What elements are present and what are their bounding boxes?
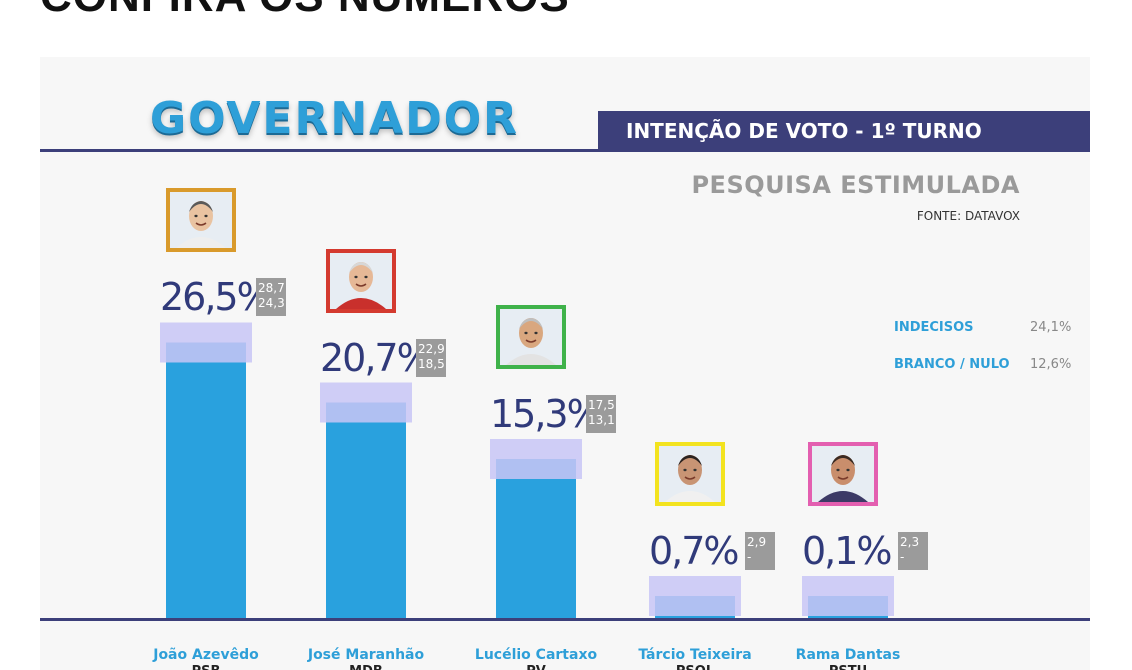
title-divider bbox=[40, 149, 1090, 152]
infographic-panel: GOVERNADOR INTENÇÃO DE VOTO - 1º TURNO P… bbox=[40, 57, 1090, 670]
range-high-4: 2,3 bbox=[900, 535, 920, 549]
bar-1 bbox=[326, 402, 406, 618]
bar-0 bbox=[166, 342, 246, 618]
chart-baseline bbox=[40, 618, 1090, 621]
range-high-1: 22,9 bbox=[418, 341, 445, 356]
range-low-0: 24,3 bbox=[258, 296, 285, 311]
data-label-0: 26,5% bbox=[160, 275, 273, 320]
candidate-photo-3 bbox=[655, 442, 725, 506]
confidence-band-4 bbox=[802, 576, 894, 616]
confidence-band-1 bbox=[320, 382, 412, 423]
candidate-photo-2 bbox=[496, 304, 566, 369]
stat-label-indecisos: INDECISOS bbox=[894, 320, 974, 335]
bar-chart bbox=[160, 322, 894, 618]
error-range-0: 28,7 24,3 bbox=[256, 278, 286, 317]
chart-banner: INTENÇÃO DE VOTO - 1º TURNO bbox=[598, 111, 1090, 151]
error-range-4: 2,3- bbox=[898, 532, 928, 570]
error-range-3: 2,9- bbox=[745, 532, 775, 570]
stat-value-branco-nulo: 12,6% bbox=[1030, 357, 1072, 372]
range-high-0: 28,7 bbox=[258, 281, 285, 296]
party-label-1: MDB bbox=[306, 664, 426, 670]
range-high-2: 17,5 bbox=[588, 397, 615, 412]
category-label-4: Rama Dantas bbox=[795, 647, 901, 663]
category-label-2: Lucélio Cartaxo bbox=[474, 647, 598, 663]
page-headline: CONFIRA OS NÚMEROS bbox=[40, 0, 570, 22]
range-low-2: 13,1 bbox=[588, 412, 615, 427]
category-label-0: João Azevêdo bbox=[153, 647, 259, 663]
data-label-3: 0,7% bbox=[649, 529, 740, 573]
category-label-1: José Maranhão bbox=[307, 647, 425, 663]
range-high-3: 2,9 bbox=[747, 535, 767, 549]
party-label-4: PSTU bbox=[788, 664, 908, 670]
range-low-3: - bbox=[747, 550, 752, 564]
candidate-photo-4 bbox=[808, 442, 878, 506]
data-label-2: 15,3% bbox=[490, 391, 603, 436]
stat-label-branco-nulo: BRANCO / NULO bbox=[894, 357, 1010, 372]
candidate-photo-0 bbox=[166, 188, 236, 253]
party-label-0: PSB bbox=[146, 664, 266, 670]
party-label-2: PV bbox=[476, 664, 596, 670]
range-low-1: 18,5 bbox=[418, 356, 445, 371]
data-label-4: 0,1% bbox=[802, 529, 893, 573]
confidence-band-2 bbox=[490, 438, 582, 479]
range-low-4: - bbox=[900, 550, 905, 564]
bar-2 bbox=[496, 458, 576, 618]
error-range-1: 22,9 18,5 bbox=[416, 338, 446, 377]
chart-subtitle: PESQUISA ESTIMULADA bbox=[691, 171, 1020, 199]
data-label-1: 20,7% bbox=[320, 335, 433, 380]
chart-source: FONTE: DATAVOX bbox=[916, 209, 1020, 223]
party-label-3: PSOL bbox=[635, 664, 755, 670]
confidence-band-3 bbox=[649, 576, 741, 616]
error-range-2: 17,5 13,1 bbox=[586, 394, 616, 433]
confidence-band-0 bbox=[160, 322, 252, 363]
chart-title: GOVERNADOR bbox=[150, 93, 520, 144]
candidate-photo-1 bbox=[326, 248, 396, 313]
category-label-3: Tárcio Teixeira bbox=[638, 647, 752, 663]
stat-value-indecisos: 24,1% bbox=[1030, 320, 1072, 335]
